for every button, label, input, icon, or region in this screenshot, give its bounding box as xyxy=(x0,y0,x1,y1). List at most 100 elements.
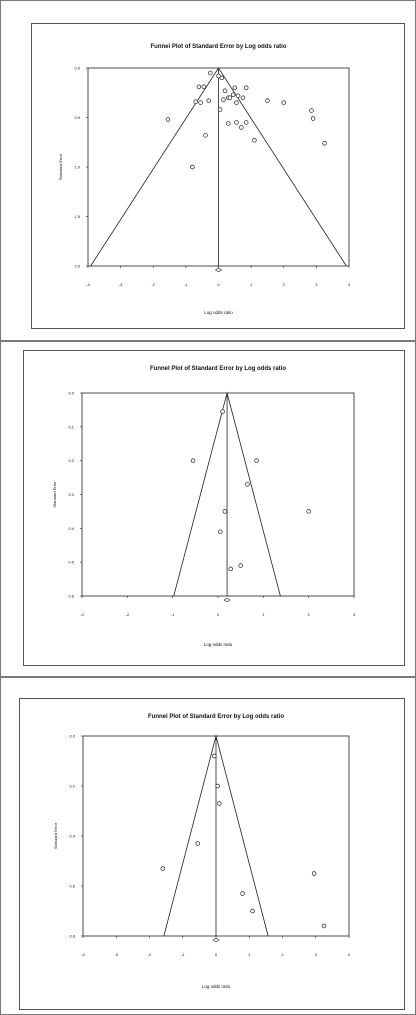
y-tick-label: 0.4 xyxy=(68,526,74,531)
study-point xyxy=(240,95,246,100)
y-tick-label: 0.1 xyxy=(68,424,74,429)
study-point xyxy=(309,108,314,113)
figure-panel-2 xyxy=(0,341,416,677)
study-point xyxy=(206,98,211,103)
x-tick-label: -4 xyxy=(81,952,85,957)
study-point xyxy=(234,100,239,105)
y-tick-label: 0.6 xyxy=(68,594,74,599)
y-tick-label: 0.3 xyxy=(68,492,74,497)
x-tick-label: 3 xyxy=(315,952,318,957)
x-tick-label: 4 xyxy=(348,282,351,287)
y-tick-label: 0.2 xyxy=(68,458,74,463)
study-point xyxy=(220,409,225,414)
y-tick-label: 0.0 xyxy=(69,734,75,739)
study-point xyxy=(219,75,225,81)
y-tick-label: 1.5 xyxy=(74,214,80,219)
study-point xyxy=(198,100,203,105)
study-point xyxy=(165,117,171,122)
study-point xyxy=(212,753,217,759)
x-tick-label: -2 xyxy=(126,612,130,617)
x-axis-label: Log odds ratio xyxy=(204,642,233,647)
study-point xyxy=(230,92,236,97)
study-point xyxy=(196,84,202,90)
study-point xyxy=(217,801,222,806)
study-point xyxy=(201,84,207,90)
y-tick-label: 0.0 xyxy=(74,66,80,71)
chart-frame-2 xyxy=(23,350,405,666)
study-point xyxy=(321,923,327,929)
y-tick-label: 0.6 xyxy=(69,884,75,889)
pooled-diamond xyxy=(223,597,231,603)
y-axis-label: Standard Error xyxy=(52,481,57,508)
study-point xyxy=(218,529,223,534)
study-point xyxy=(222,509,228,514)
study-point xyxy=(310,116,316,121)
study-point xyxy=(252,138,257,143)
study-point xyxy=(239,125,244,130)
study-point xyxy=(190,458,196,463)
x-tick-label: 0 xyxy=(215,952,218,957)
study-point xyxy=(243,120,249,125)
y-tick-label: 2.0 xyxy=(74,264,80,269)
study-point xyxy=(195,841,200,846)
study-point xyxy=(234,120,239,125)
study-point xyxy=(160,866,166,871)
y-tick-label: 0.2 xyxy=(69,784,75,789)
study-point xyxy=(306,509,311,514)
plot-area xyxy=(81,392,355,597)
study-point xyxy=(235,93,241,98)
study-point xyxy=(250,908,255,914)
study-point xyxy=(311,871,317,876)
y-tick-label: 0.8 xyxy=(69,934,75,939)
study-point xyxy=(228,566,233,572)
x-tick-label: 2 xyxy=(283,282,286,287)
y-tick-label: 0.5 xyxy=(74,115,80,120)
x-tick-label: 1 xyxy=(248,952,251,957)
y-axis-label: Standard Error xyxy=(53,822,58,849)
x-tick-label: 4 xyxy=(348,952,351,957)
x-tick-label: -3 xyxy=(80,612,84,617)
x-tick-label: -2 xyxy=(148,952,152,957)
study-point xyxy=(193,99,198,104)
study-point xyxy=(281,100,287,105)
study-point xyxy=(238,563,243,568)
study-point xyxy=(227,95,233,100)
study-point xyxy=(216,73,221,79)
chart-3: Funnel Plot of Standard Error by Log odd… xyxy=(53,714,351,989)
x-tick-label: 0 xyxy=(217,612,220,617)
pooled-diamond xyxy=(212,937,220,943)
study-point xyxy=(208,70,213,76)
chart-title: Funnel Plot of Standard Error by Log odd… xyxy=(150,366,286,372)
study-point xyxy=(240,891,245,896)
study-point xyxy=(232,85,238,91)
x-tick-label: -3 xyxy=(119,282,123,287)
y-tick-label: 0.0 xyxy=(68,391,74,396)
y-tick-label: 0.4 xyxy=(69,834,75,839)
study-point xyxy=(190,164,195,170)
x-tick-label: -2 xyxy=(151,282,155,287)
chart-1: Funnel Plot of Standard Error by Log odd… xyxy=(58,44,351,315)
study-point xyxy=(217,107,223,112)
study-point xyxy=(322,140,327,146)
x-tick-label: 1 xyxy=(250,282,253,287)
y-axis-label: Standard Error xyxy=(58,153,63,180)
chart-title: Funnel Plot of Standard Error by Log odd… xyxy=(148,714,284,720)
study-point xyxy=(245,482,250,487)
x-axis-label: Log odds ratio xyxy=(204,310,233,315)
x-tick-label: 3 xyxy=(315,282,318,287)
chart-title: Funnel Plot of Standard Error by Log odd… xyxy=(150,44,286,50)
study-point xyxy=(203,133,208,138)
study-point xyxy=(243,85,249,91)
study-point xyxy=(222,88,228,94)
chart-2: Funnel Plot of Standard Error by Log odd… xyxy=(52,366,356,647)
y-tick-label: 0.5 xyxy=(68,560,74,565)
x-tick-label: 2 xyxy=(308,612,311,617)
study-point xyxy=(254,458,259,463)
study-point xyxy=(221,97,226,102)
study-point xyxy=(215,783,220,789)
y-tick-label: 1.0 xyxy=(74,165,80,170)
x-tick-label: 1 xyxy=(262,612,265,617)
x-tick-label: -1 xyxy=(181,952,185,957)
x-tick-label: -1 xyxy=(184,282,188,287)
